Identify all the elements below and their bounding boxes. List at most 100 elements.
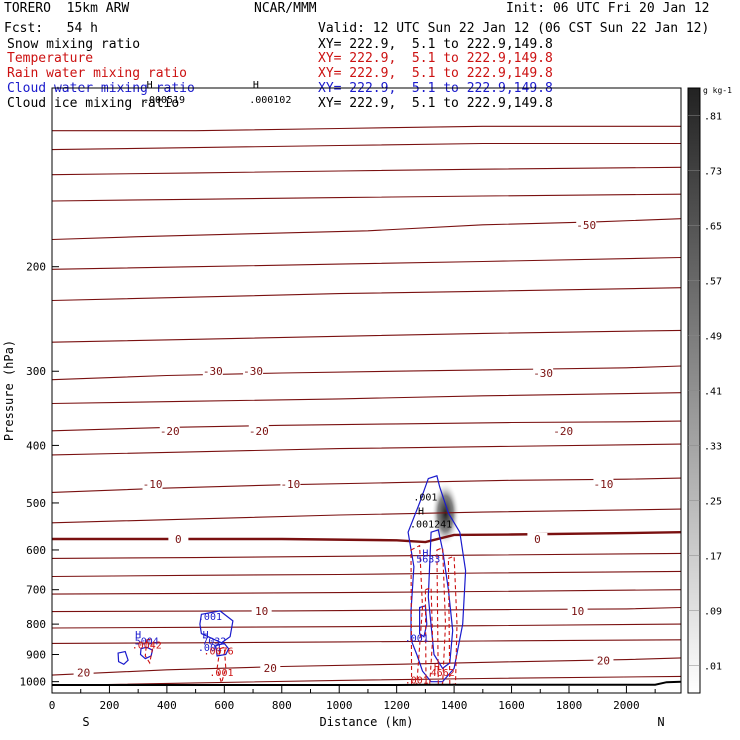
contour-value-label: .000102 [249,95,291,106]
isotherm-label-bg [243,365,264,378]
isotherm-line [51,287,682,302]
isotherm-line [51,552,682,559]
isotherm-label-bg [280,478,301,491]
rain-water-contour [447,555,458,685]
isotherm-label-bg [593,654,614,667]
isotherm-line [51,508,682,524]
colorbar-tick-label: .49 [704,332,722,343]
contour-value-label: H [135,630,141,641]
isotherm-line [51,639,682,644]
x-tick-label: 1600 [498,699,525,712]
plot-frame [51,87,682,694]
colorbar-tick-label: .33 [704,442,722,453]
y-tick-label: 900 [26,648,46,661]
isotherm-label: 10 [255,605,268,618]
contour-value-label: .001 [405,676,429,687]
cloud-water-contour [407,475,467,683]
contour-value-label: .001 [209,668,233,679]
x-tick-label: 1200 [383,699,410,712]
contour-value-label: .001 [198,643,222,654]
contour-value-label: 4662 [431,668,455,679]
isotherm-line [51,675,682,687]
south-label: S [82,715,89,729]
legend-snow-name: Snow mixing ratio [7,37,141,52]
colorbar-tick-label: .65 [704,222,722,233]
cloud-water-contour [215,642,230,657]
colorbar-tick-label: .41 [704,387,722,398]
isotherm-line [51,166,682,176]
x-tick-label: 1400 [441,699,468,712]
colorbar-tick-label: .57 [704,277,722,288]
y-tick-label: 600 [26,544,46,557]
contour-value-label: .000519 [143,95,185,106]
rain-water-contour [436,547,447,685]
isotherm-line [52,531,682,544]
isotherm-label: -20 [553,425,573,438]
model-title: TORERO 15km ARW [4,1,130,16]
isotherm-label: 10 [571,605,584,618]
cloud-water-contour [427,529,454,670]
isotherm-label: -20 [249,425,269,438]
init-time: Init: 06 UTC Fri 20 Jan 12 [506,1,710,16]
isotherm-label-bg [248,424,269,437]
x-tick-label: 2000 [613,699,640,712]
x-tick-label: 800 [272,699,292,712]
y-tick-label: 700 [26,584,46,597]
contour-value-label: .0042 [132,641,162,652]
contour-value-label: .001241 [410,520,452,531]
organization-label: NCAR/MMM [254,1,317,16]
colorbar-tick-label: .17 [704,552,722,563]
colorbar-tick-label: .73 [704,167,722,178]
x-tick-label: 400 [157,699,177,712]
legend-rain-xy: XY= 222.9, 5.1 to 222.9,149.8 [318,66,553,81]
isotherm-label: 20 [77,666,90,679]
contour-value-label: H [418,507,424,518]
isotherm-label: 0 [534,533,541,546]
forecast-hour: Fcst: 54 h [4,21,98,36]
colorbar-tick-label: .01 [704,662,722,673]
y-tick-label: 300 [26,365,46,378]
contour-value-label: 5633 [416,555,440,566]
isotherm-label-bg [533,366,554,379]
isotherm-label: -10 [143,478,163,491]
isotherm-label-bg [73,666,94,679]
contour-value-label: .0076 [204,646,234,657]
isotherm-label-bg [576,218,597,231]
isotherm-label: -30 [243,365,263,378]
isotherm-label: 0 [175,533,182,546]
isotherm-label-bg [251,604,272,617]
contour-value-label: 5004 [135,636,159,647]
isotherm-label: -50 [576,219,596,232]
legend-temperature-name: Temperature [7,51,94,66]
isotherm-line [51,420,682,432]
legend-snow-xy: XY= 222.9, 5.1 to 222.9,149.8 [318,37,553,52]
isotherm-line [51,443,682,456]
north-label: N [657,715,664,729]
colorbar-unit-label: g kg-1 [703,86,732,95]
colorbar-tick-label: .09 [704,607,722,618]
isotherm-label-bg [260,661,281,674]
legend-cloud-ice-name: Cloud ice mixing ratio [7,96,180,111]
rain-water-contour [144,638,154,665]
x-tick-label: 600 [214,699,234,712]
isotherm-label-bg [593,478,614,491]
contour-value-label: H [203,630,209,641]
isotherm-line [51,570,682,578]
isotherm-label: -10 [280,478,300,491]
rain-water-contour [216,646,227,685]
isotherm-line [51,477,682,493]
isotherm-label-bg [567,604,588,617]
isotherm-label-bg [202,365,223,378]
isotherm-label-bg [168,532,189,545]
x-tick-label: 200 [100,699,120,712]
cloud-water-contour [419,605,428,638]
isotherm-line [51,606,682,613]
contour-value-label: H [422,548,428,559]
y-tick-label: 400 [26,439,46,452]
y-axis-label: Pressure (hPa) [2,340,16,441]
x-axis-label: Distance (km) [320,715,414,729]
isotherm-label-bg [142,478,163,491]
legend-cloud-ice-xy: XY= 222.9, 5.1 to 222.9,149.8 [318,96,553,111]
cloud-water-contour [117,650,129,666]
